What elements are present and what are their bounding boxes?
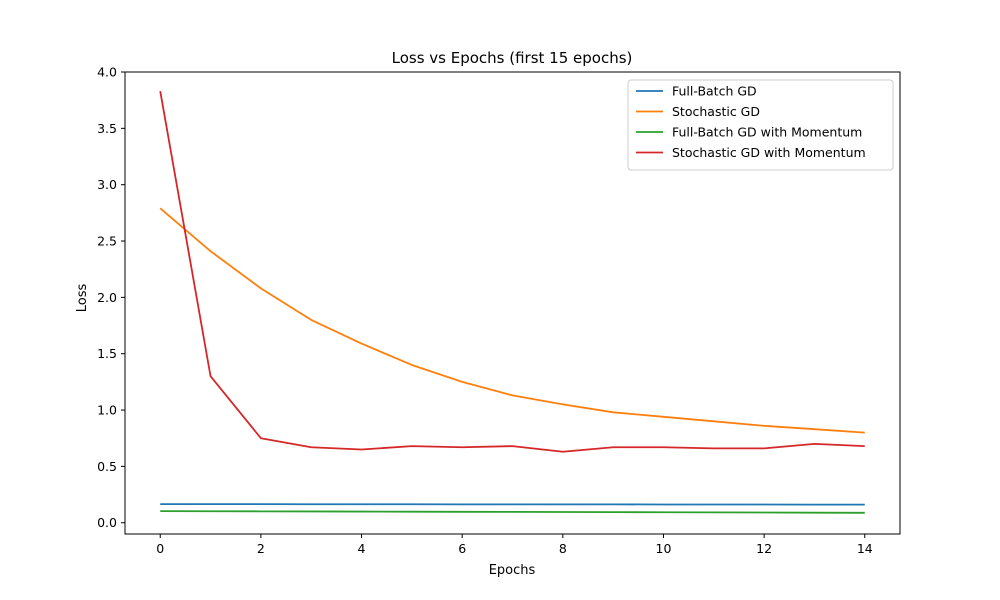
y-tick-label: 0.5 [97, 459, 117, 474]
x-axis-label: Epochs [489, 563, 536, 578]
series-line-3 [160, 510, 865, 514]
x-tick-label: 14 [857, 541, 873, 556]
y-tick-label: 3.0 [97, 177, 117, 192]
legend-item: Full-Batch GD [636, 84, 757, 99]
x-tick-label: 0 [156, 541, 164, 556]
chart-title: Loss vs Epochs (first 15 epochs) [392, 49, 633, 67]
legend-label: Full-Batch GD with Momentum [672, 125, 862, 140]
legend-item: Full-Batch GD with Momentum [636, 125, 862, 140]
legend-box [627, 79, 894, 171]
legend: Full-Batch GD Stochastic GD Full-Batch GD … [627, 79, 894, 171]
x-tick-label: 12 [756, 541, 772, 556]
x-tick-label: 8 [559, 541, 567, 556]
legend-item: Stochastic GD [636, 104, 760, 119]
x-tick-label: 2 [257, 541, 265, 556]
plot-area: 0 2 4 6 8 10 12 14 0.0 0.5 1.0 1.5 2.0 2.5 3.0 3.5 4.0 Fu… [97, 65, 901, 556]
y-axis-label: Loss [75, 284, 90, 313]
y-tick-label: 0.0 [97, 515, 117, 530]
y-tick-label: 2.0 [97, 290, 117, 305]
legend-label: Full-Batch GD [672, 84, 757, 99]
series-line-4 [159, 91, 865, 453]
series-line-2 [159, 207, 865, 434]
x-tick-label: 10 [656, 541, 672, 556]
x-tick-label: 6 [458, 541, 466, 556]
x-tick-label: 4 [358, 541, 366, 556]
plot-frame [124, 71, 901, 535]
y-tick-label: 4.0 [97, 65, 117, 80]
y-tick-label: 2.5 [97, 234, 117, 249]
y-tick-label: 1.0 [97, 403, 117, 418]
legend-label: Stochastic GD [672, 104, 760, 119]
legend-label: Stochastic GD with Momentum [672, 145, 866, 160]
legend-item: Stochastic GD with Momentum [636, 145, 866, 160]
y-tick-label: 1.5 [97, 346, 117, 361]
y-tick-label: 3.5 [97, 121, 117, 136]
